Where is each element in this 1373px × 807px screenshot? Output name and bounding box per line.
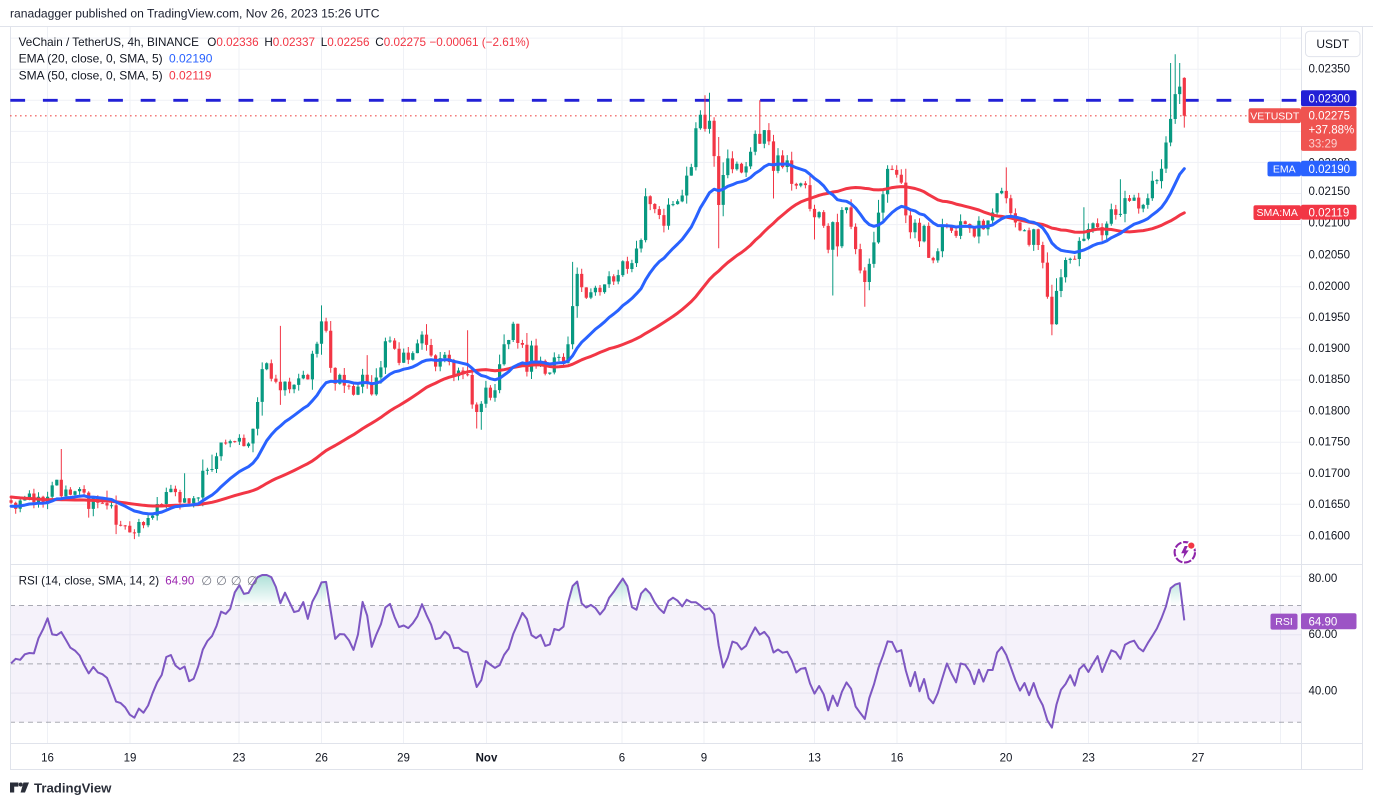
- svg-text:0.02275: 0.02275: [1309, 111, 1351, 123]
- svg-text:0.02000: 0.02000: [1309, 281, 1351, 293]
- svg-text:∅: ∅: [201, 574, 212, 588]
- svg-text:0.01750: 0.01750: [1309, 436, 1351, 448]
- svg-text:∅: ∅: [231, 574, 242, 588]
- svg-text:VeChain / TetherUS, 4h, BINANC: VeChain / TetherUS, 4h, BINANCE O0.02336…: [19, 36, 530, 49]
- svg-text:Nov: Nov: [476, 753, 498, 765]
- svg-text:6: 6: [619, 753, 625, 765]
- svg-text:USDT: USDT: [1316, 37, 1349, 51]
- svg-text:∅: ∅: [216, 574, 227, 588]
- svg-text:0.02300: 0.02300: [1309, 93, 1351, 105]
- svg-text:EMA: EMA: [1273, 164, 1296, 176]
- svg-text:16: 16: [41, 753, 54, 765]
- svg-text:0.01900: 0.01900: [1309, 343, 1351, 355]
- svg-text:RSI (14, close, SMA, 14, 2) 64: RSI (14, close, SMA, 14, 2) 64.90: [19, 575, 195, 588]
- svg-text:0.01800: 0.01800: [1309, 405, 1351, 417]
- svg-text:0.02350: 0.02350: [1309, 64, 1351, 76]
- svg-text:+37.88%: +37.88%: [1309, 125, 1355, 137]
- svg-text:0.02050: 0.02050: [1309, 250, 1351, 262]
- svg-text:∅: ∅: [247, 574, 258, 588]
- svg-text:80.00: 80.00: [1309, 573, 1338, 585]
- svg-text:0.01700: 0.01700: [1309, 468, 1351, 480]
- svg-text:0.01950: 0.01950: [1309, 312, 1351, 324]
- svg-text:29: 29: [397, 753, 410, 765]
- svg-text:0.01650: 0.01650: [1309, 499, 1351, 511]
- svg-text:27: 27: [1192, 753, 1205, 765]
- svg-text:64.90: 64.90: [1309, 617, 1338, 629]
- svg-text:23: 23: [1082, 753, 1095, 765]
- svg-text:20: 20: [1000, 753, 1013, 765]
- svg-text:13: 13: [808, 753, 821, 765]
- svg-text:19: 19: [124, 753, 137, 765]
- svg-text:RSI: RSI: [1275, 616, 1293, 628]
- svg-text:TradingView: TradingView: [34, 780, 112, 795]
- svg-text:VETUSDT: VETUSDT: [1250, 110, 1300, 122]
- svg-text:SMA:MA: SMA:MA: [1256, 207, 1297, 219]
- svg-text:0.02100: 0.02100: [1309, 218, 1351, 230]
- svg-text:0.01600: 0.01600: [1309, 530, 1351, 542]
- svg-text:EMA (20, close, 0, SMA, 5) 0.0: EMA (20, close, 0, SMA, 5) 0.02190: [19, 51, 213, 65]
- svg-text:ranadagger published on Tradin: ranadagger published on TradingView.com,…: [10, 7, 380, 21]
- svg-text:16: 16: [891, 753, 904, 765]
- svg-text:60.00: 60.00: [1309, 629, 1338, 641]
- svg-text:40.00: 40.00: [1309, 686, 1338, 698]
- svg-text:0.02119: 0.02119: [1309, 208, 1350, 220]
- svg-text:33:29: 33:29: [1309, 138, 1338, 150]
- svg-text:26: 26: [315, 753, 328, 765]
- svg-text:0.02190: 0.02190: [1309, 164, 1351, 176]
- svg-text:23: 23: [233, 753, 246, 765]
- svg-text:SMA (50, close, 0, SMA, 5) 0.0: SMA (50, close, 0, SMA, 5) 0.02119: [19, 68, 212, 82]
- svg-text:0.01850: 0.01850: [1309, 374, 1351, 386]
- svg-text:9: 9: [701, 753, 707, 765]
- svg-text:0.02150: 0.02150: [1309, 186, 1351, 198]
